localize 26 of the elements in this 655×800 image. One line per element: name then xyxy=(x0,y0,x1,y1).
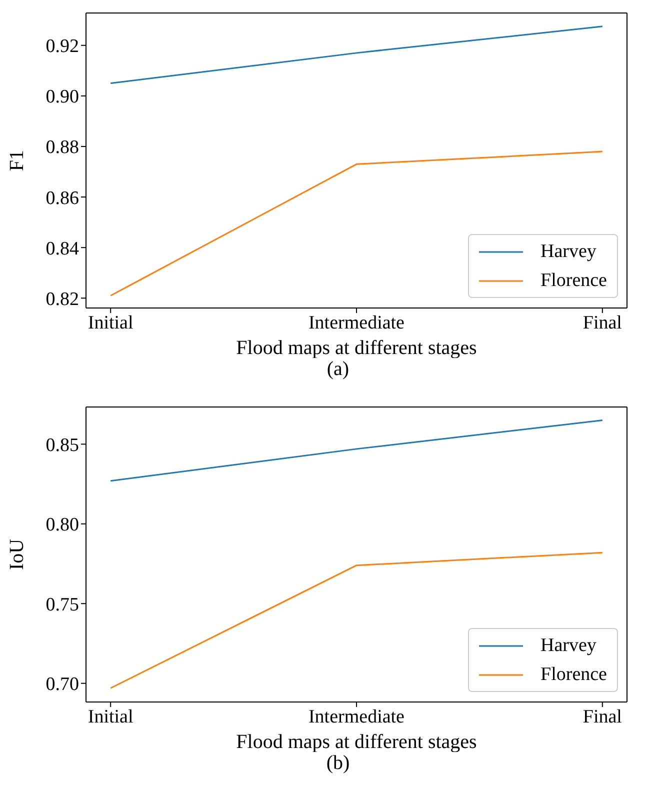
y-tick-label: 0.92 xyxy=(46,36,79,58)
y-tick-label: 0.86 xyxy=(46,188,79,209)
text: (a) xyxy=(326,358,350,382)
y-tick-label: 0.85 xyxy=(46,434,79,456)
y-axis-title: F1 xyxy=(6,150,28,172)
y-tick-label: 0.84 xyxy=(46,238,80,260)
x-axis-title: Flood maps at different stages xyxy=(236,731,478,753)
y-tick-label: 0.75 xyxy=(46,594,79,616)
x-tick-label: Intermediate xyxy=(308,706,405,728)
x-tick-label: Final xyxy=(582,706,622,728)
y-tick-label: 0.90 xyxy=(46,86,79,108)
x-axis-title: Flood maps at different stages xyxy=(236,337,478,359)
y-axis-title: IoU xyxy=(6,538,28,570)
x-tick-label: Initial xyxy=(88,312,134,334)
legend-label: Florence xyxy=(540,664,607,686)
x-tick-label: Intermediate xyxy=(308,312,405,334)
x-tick-label: Initial xyxy=(88,706,134,728)
y-tick-label: 0.80 xyxy=(46,514,79,536)
legend-label: Harvey xyxy=(540,634,596,656)
legend-label: Harvey xyxy=(540,240,596,262)
y-tick-label: 0.82 xyxy=(46,288,79,310)
x-tick-label: Final xyxy=(582,312,622,334)
y-tick-label: 0.88 xyxy=(46,137,79,158)
y-tick-label: 0.70 xyxy=(46,674,79,696)
text: (b) xyxy=(325,752,351,776)
legend-label: Florence xyxy=(540,270,607,292)
